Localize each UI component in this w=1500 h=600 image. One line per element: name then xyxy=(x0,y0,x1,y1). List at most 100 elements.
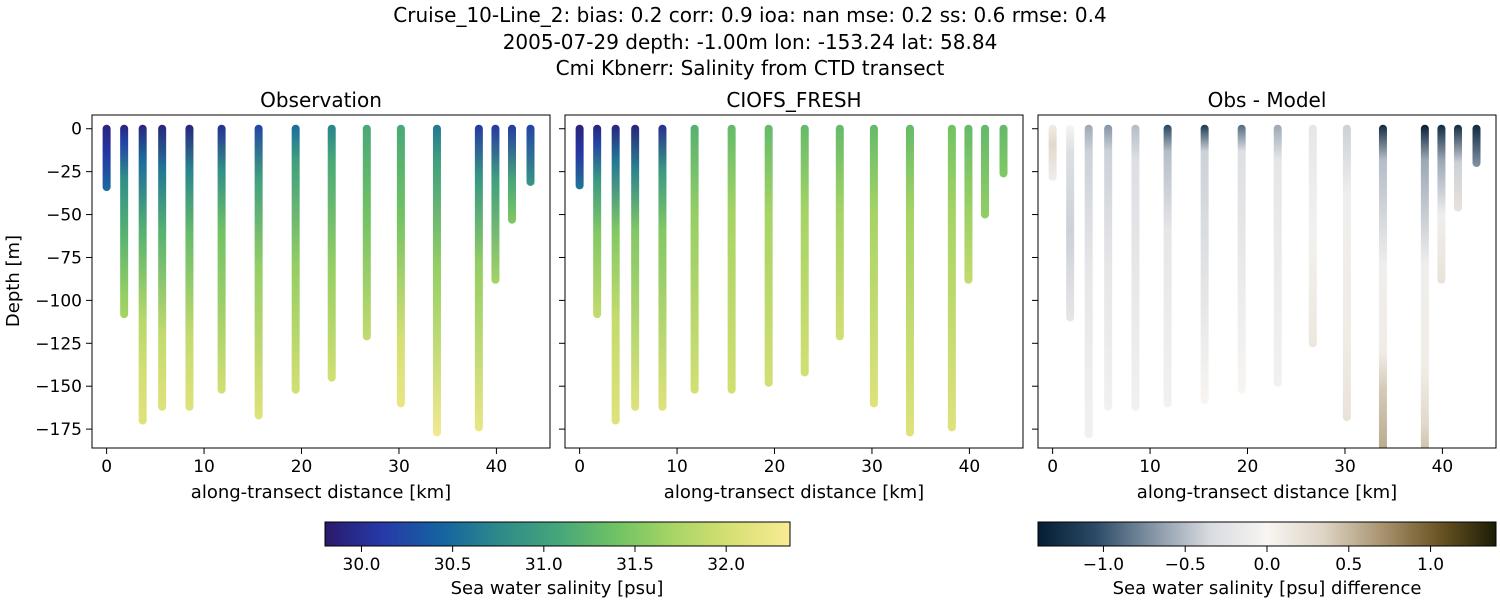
x-axis-label-obs-minus-model: along-transect distance [km] xyxy=(1137,482,1397,503)
suptitle-line-1: Cruise_10-Line_2: bias: 0.2 corr: 0.9 io… xyxy=(393,3,1106,27)
colorbar-tick-label: −1.0 xyxy=(1083,555,1124,575)
y-tick-label: −175 xyxy=(35,420,82,440)
x-tick-label: 30 xyxy=(861,457,883,477)
cast-profile xyxy=(764,124,773,387)
colorbar-tick-label: 30.0 xyxy=(343,555,381,575)
cast-profile xyxy=(593,124,602,319)
axes-frame-obs-minus-model xyxy=(1037,114,1497,449)
cast-profile xyxy=(526,124,535,186)
obs-minus-model-x-ticks: 0 10 20 30 40 xyxy=(1047,448,1453,477)
cast-profile xyxy=(362,124,371,341)
colorbar-difference: −1.0 −0.5 0.0 0.5 1.0 Sea water salinity [ps… xyxy=(1037,521,1497,599)
ciofs-fresh-y-ticks xyxy=(559,128,565,430)
cast-profile xyxy=(254,124,263,420)
cast-profile xyxy=(1200,124,1209,404)
cast-profile xyxy=(690,124,699,394)
panel-obs-minus-model: Obs - Model 0 10 20 30 40 along-transect dis… xyxy=(1032,88,1497,503)
panel-ciofs-fresh: CIOFS_FRESH 0 10 20 30 40 along-transect dis… xyxy=(559,88,1024,503)
cast-profile xyxy=(658,124,667,411)
cast-profile xyxy=(1273,124,1282,387)
cast-profile xyxy=(611,124,620,425)
colorbar-tick-label: 0.0 xyxy=(1253,555,1280,575)
y-axis-label: Depth [m] xyxy=(3,235,24,327)
cast-profile xyxy=(947,124,956,432)
cast-profile xyxy=(185,124,194,411)
x-tick-label: 0 xyxy=(1047,457,1058,477)
cast-profile xyxy=(1437,124,1446,284)
cast-profile xyxy=(1308,124,1317,348)
colorbar-tick-label: 32.0 xyxy=(707,555,745,575)
cast-profile xyxy=(138,124,147,425)
cast-profile xyxy=(327,124,336,382)
cast-profile xyxy=(1104,124,1113,411)
x-tick-label: 0 xyxy=(574,457,585,477)
cast-profile xyxy=(800,124,809,377)
cast-profile xyxy=(102,124,111,192)
cast-profile xyxy=(1472,124,1481,168)
y-tick-label: −25 xyxy=(46,163,82,183)
x-tick-label: 20 xyxy=(291,457,313,477)
cast-profile xyxy=(1378,124,1387,448)
y-tick-label: −75 xyxy=(46,248,82,268)
observation-casts xyxy=(102,124,535,437)
cast-profile xyxy=(999,124,1008,178)
obs-minus-model-casts xyxy=(1048,124,1481,448)
cast-profile xyxy=(120,124,129,319)
colorbar-tick-label: 31.5 xyxy=(616,555,654,575)
x-tick-label: 40 xyxy=(959,457,981,477)
y-tick-label: −125 xyxy=(35,334,82,354)
cast-profile xyxy=(396,124,405,408)
colorbar-tick-label: 1.0 xyxy=(1417,555,1444,575)
colorbar-tick-label: −0.5 xyxy=(1165,555,1206,575)
cast-profile xyxy=(1342,124,1351,422)
axes-frame-ciofs-fresh xyxy=(564,114,1024,449)
suptitle-line-2: 2005-07-29 depth: -1.00m lon: -153.24 la… xyxy=(503,30,998,54)
panel-title-obs-minus-model: Obs - Model xyxy=(1208,88,1327,112)
cast-profile xyxy=(1453,124,1462,212)
colorbar-salinity: 30.0 30.5 31.0 31.5 32.0 Sea water salinity … xyxy=(324,521,791,599)
y-tick-label: 0 xyxy=(71,120,82,140)
cast-profile xyxy=(432,124,441,437)
colorbar-salinity-gradient xyxy=(324,521,791,547)
x-tick-label: 40 xyxy=(1432,457,1454,477)
cast-profile xyxy=(1420,124,1429,448)
cast-profile xyxy=(217,124,226,394)
x-axis-label-observation: along-transect distance [km] xyxy=(191,482,451,503)
suptitle-line-3: Cmi Kbnerr: Salinity from CTD transect xyxy=(556,56,945,80)
x-tick-label: 20 xyxy=(1237,457,1259,477)
cast-profile xyxy=(158,124,167,411)
cast-profile xyxy=(980,124,989,219)
colorbar-salinity-ticks: 30.0 30.5 31.0 31.5 32.0 xyxy=(343,546,745,575)
x-tick-label: 40 xyxy=(486,457,508,477)
colorbar-difference-ticks: −1.0 −0.5 0.0 0.5 1.0 xyxy=(1083,546,1444,575)
x-tick-label: 0 xyxy=(101,457,112,477)
cast-profile xyxy=(1237,124,1246,394)
cast-profile xyxy=(575,124,584,190)
cast-profile xyxy=(964,124,973,284)
cast-profile xyxy=(835,124,844,341)
colorbar-difference-gradient xyxy=(1037,521,1497,547)
colorbar-difference-label: Sea water salinity [psu] difference xyxy=(1113,578,1422,599)
cast-profile xyxy=(1131,124,1140,411)
obs-minus-model-y-ticks xyxy=(1032,128,1038,430)
panel-title-observation: Observation xyxy=(260,88,382,112)
colorbar-salinity-label: Sea water salinity [psu] xyxy=(451,578,664,599)
panel-observation: Observation 0 10 20 30 40 0 −25 −50 −75 −100 −125… xyxy=(3,88,551,503)
panel-title-ciofs-fresh: CIOFS_FRESH xyxy=(726,88,861,112)
y-tick-label: −50 xyxy=(46,206,82,226)
cast-profile xyxy=(631,124,640,411)
x-tick-label: 10 xyxy=(1139,457,1161,477)
cast-profile xyxy=(291,124,300,394)
x-tick-label: 10 xyxy=(193,457,215,477)
colorbar-tick-label: 0.5 xyxy=(1335,555,1362,575)
observation-x-ticks: 0 10 20 30 40 xyxy=(101,448,507,477)
cast-profile xyxy=(507,124,516,224)
cast-profile xyxy=(1163,124,1172,408)
cast-profile xyxy=(1048,124,1057,181)
x-tick-label: 10 xyxy=(666,457,688,477)
observation-y-ticks: 0 −25 −50 −75 −100 −125 −150 −175 xyxy=(35,120,92,440)
cast-profile xyxy=(491,124,500,284)
axes-frame-observation xyxy=(91,114,551,449)
ciofs-fresh-x-ticks: 0 10 20 30 40 xyxy=(574,448,980,477)
